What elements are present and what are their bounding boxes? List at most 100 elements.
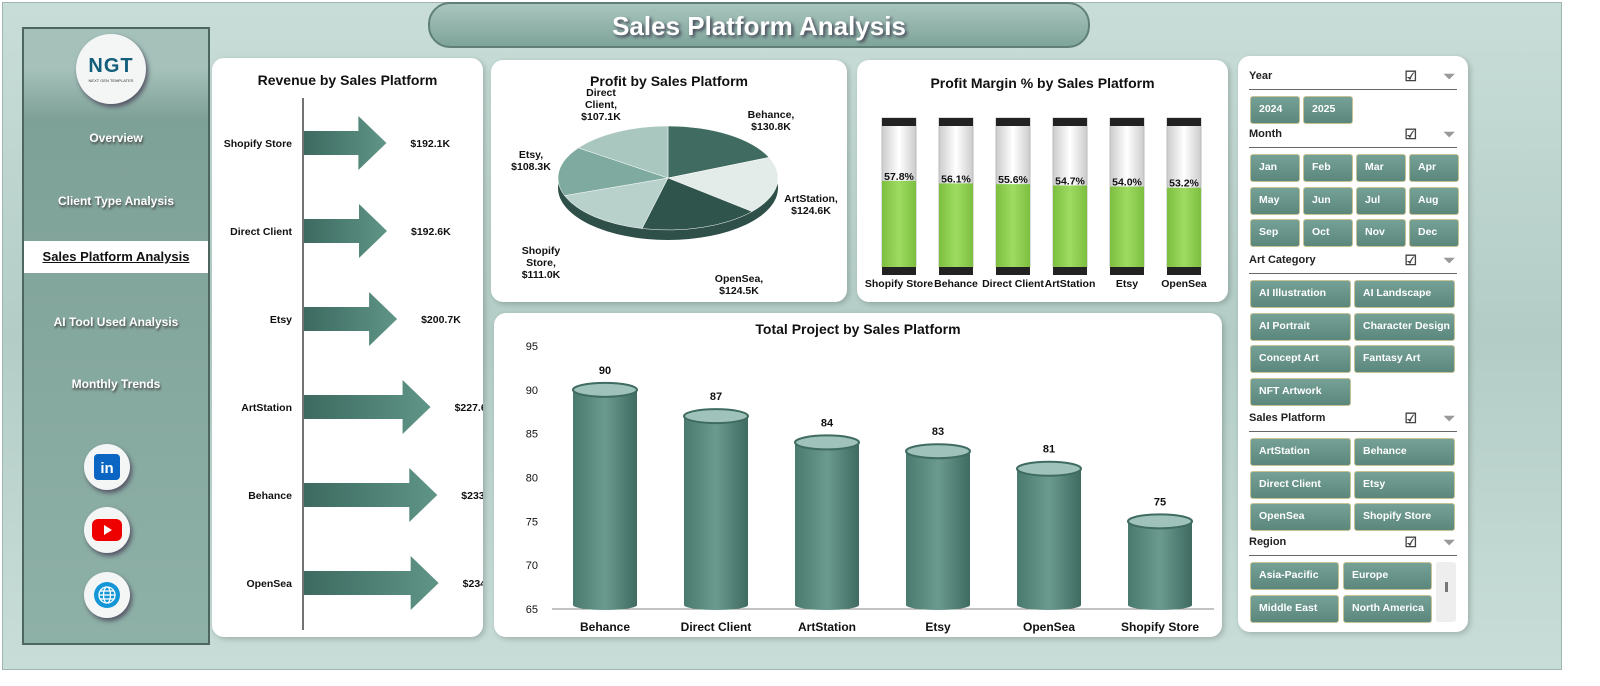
project-bar: [1128, 521, 1192, 610]
slicer-item[interactable]: Nov: [1356, 219, 1406, 247]
slicer-item[interactable]: Etsy: [1354, 470, 1455, 499]
slicer-item[interactable]: Feb: [1303, 154, 1353, 182]
revenue-arrow: [304, 292, 398, 346]
category-label: OpenSea: [1161, 278, 1207, 290]
margin-fill: [882, 180, 916, 267]
revenue-chart: Shopify Store $192.1K Direct Client $192.6K…: [224, 98, 483, 630]
data-label: $192.1K: [410, 138, 450, 150]
slicer-item[interactable]: NFT Artwork: [1250, 377, 1351, 406]
data-label: 56.1%: [941, 173, 971, 185]
pie-slice: [667, 125, 770, 179]
pie-slice: [641, 177, 753, 231]
slicer-item[interactable]: North America: [1343, 594, 1432, 623]
slicer-item[interactable]: Mar: [1356, 154, 1406, 182]
nav-ai-tool-used-analysis[interactable]: AI Tool Used Analysis: [53, 315, 179, 329]
slicer-item[interactable]: Concept Art: [1250, 345, 1351, 373]
multi-select-icon[interactable]: ☑: [1404, 410, 1417, 426]
category-label: Etsy: [1116, 278, 1138, 290]
revenue-arrow: [304, 468, 438, 522]
slicer-item[interactable]: AI Landscape: [1354, 280, 1455, 308]
slicer-item[interactable]: Europe: [1343, 562, 1432, 590]
multi-select-icon[interactable]: ☑: [1404, 534, 1417, 550]
region-scrollbar[interactable]: [1436, 562, 1456, 622]
slicer-header-month: Month ☑ ⏷: [1249, 126, 1457, 148]
clear-filter-icon[interactable]: ⏷: [1443, 534, 1455, 550]
slicer-item[interactable]: Aug: [1409, 186, 1459, 215]
slicer-item[interactable]: Sep: [1250, 219, 1300, 247]
slicer-item[interactable]: May: [1250, 186, 1300, 215]
category-label: Shopify Store: [865, 278, 933, 290]
slicer-item[interactable]: Dec: [1409, 219, 1459, 247]
multi-select-icon[interactable]: ☑: [1404, 68, 1417, 84]
tube-cap: [996, 267, 1030, 275]
youtube-icon[interactable]: [84, 507, 130, 553]
data-label: $227.6K: [455, 402, 483, 414]
slicer-item[interactable]: OpenSea: [1250, 503, 1351, 531]
nav-monthly-trends[interactable]: Monthly Trends: [71, 377, 161, 391]
globe-icon[interactable]: [84, 572, 130, 618]
slicer-item[interactable]: Jun: [1303, 186, 1353, 215]
revenue-arrow: [304, 556, 439, 610]
chart-title: Profit by Sales Platform: [590, 73, 748, 89]
data-label: 54.0%: [1112, 177, 1142, 189]
slicer-item[interactable]: Jul: [1356, 186, 1406, 215]
nav-overview[interactable]: Overview: [89, 131, 143, 145]
slicer-item[interactable]: AI Portrait: [1250, 312, 1351, 341]
project-bar: [795, 442, 859, 610]
category-label: OpenSea: [246, 578, 292, 590]
profit-chart-card: Profit by Sales Platform Behance, $130.8K…: [491, 60, 847, 302]
margin-fill: [996, 184, 1030, 267]
projects-chart-card: Total Project by Sales Platform 65 70 75 80…: [494, 313, 1222, 637]
category-label: Etsy: [270, 314, 292, 326]
category-label: Direct Client: [982, 278, 1044, 290]
bar-top: [683, 408, 749, 425]
bar-top: [572, 381, 638, 398]
slicer-item[interactable]: Direct Client: [1250, 470, 1351, 499]
slicer-header-sales-platform: Sales Platform ☑ ⏷: [1249, 410, 1457, 432]
scrollbar-thumb[interactable]: [1444, 582, 1448, 592]
slicer-item[interactable]: Asia-Pacific: [1250, 562, 1339, 590]
clear-filter-icon[interactable]: ⏷: [1443, 68, 1455, 84]
multi-select-icon[interactable]: ☑: [1404, 252, 1417, 268]
margin-fill: [1053, 185, 1087, 267]
linkedin-icon[interactable]: in: [84, 444, 130, 490]
logo: NGT NEXT GEN TEMPLATES: [76, 34, 146, 104]
slicer-item[interactable]: ArtStation: [1250, 438, 1351, 466]
data-label: Direct Client, $107.1K: [581, 87, 621, 123]
data-label: 84: [821, 417, 834, 429]
data-label: $233.0K: [461, 490, 483, 502]
slicer-item[interactable]: Shopify Store: [1354, 503, 1455, 531]
slicer-item[interactable]: Behance: [1354, 438, 1455, 466]
multi-select-icon[interactable]: ☑: [1404, 126, 1417, 142]
page-title: Sales Platform Analysis: [428, 2, 1090, 48]
slicer-item[interactable]: 2024: [1250, 96, 1300, 124]
slicer-item[interactable]: Character Design: [1354, 312, 1455, 341]
data-label: 53.2%: [1169, 178, 1199, 190]
category-label: ArtStation: [1045, 278, 1096, 290]
nav-client-type-analysis[interactable]: Client Type Analysis: [57, 194, 175, 208]
slicer-item[interactable]: 2025: [1303, 96, 1353, 124]
chart-title: Revenue by Sales Platform: [257, 72, 438, 88]
clear-filter-icon[interactable]: ⏷: [1443, 410, 1455, 426]
margin-fill: [1167, 187, 1201, 267]
slicer-item[interactable]: Oct: [1303, 219, 1353, 247]
margin-fill: [939, 183, 973, 267]
data-label: 81: [1043, 444, 1055, 456]
slicer-panel: Year ☑ ⏷ 2024 2025 Month ☑ ⏷ Jan Feb Mar Apr May Jun J…: [1238, 56, 1468, 632]
clear-filter-icon[interactable]: ⏷: [1443, 126, 1455, 142]
slicer-item[interactable]: Middle East: [1250, 594, 1339, 623]
nav-sales-platform-analysis[interactable]: Sales Platform Analysis: [24, 241, 208, 273]
clear-filter-icon[interactable]: ⏷: [1443, 252, 1455, 268]
project-bar: [906, 451, 970, 610]
data-label: 57.8%: [884, 171, 914, 183]
data-label: Etsy, $108.3K: [511, 149, 551, 173]
bar-top: [905, 443, 971, 460]
slicer-item[interactable]: Jan: [1250, 154, 1300, 182]
slicer-item[interactable]: AI Illustration: [1250, 280, 1351, 308]
data-label: 55.6%: [998, 174, 1028, 186]
pie-slice: [577, 125, 669, 179]
revenue-arrow: [304, 380, 431, 434]
slicer-item[interactable]: Fantasy Art: [1354, 345, 1455, 373]
slicer-item[interactable]: Apr: [1409, 154, 1459, 182]
tube-cap: [1053, 267, 1087, 275]
